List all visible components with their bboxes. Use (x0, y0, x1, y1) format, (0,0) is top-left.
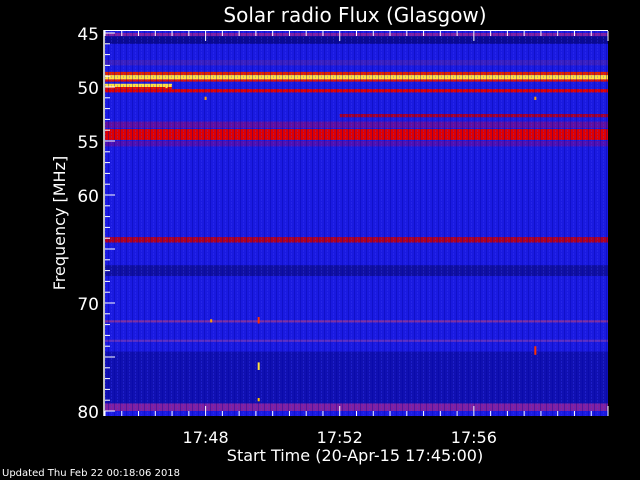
heatmap-burst (534, 96, 537, 100)
y-tick-label: 50 (77, 79, 99, 99)
y-tick-label: 80 (77, 403, 99, 423)
axes: 45 50 55 60 70 80 17:48 17:52 17:56 (77, 25, 609, 447)
updated-timestamp: Updated Thu Feb 22 00:18:06 2018 (2, 468, 181, 479)
chart-title: Solar radio Flux (Glasgow) (223, 3, 486, 27)
y-tick-label: 60 (77, 187, 99, 207)
x-tick-label: 17:56 (451, 428, 497, 447)
y-tick-label: 55 (77, 133, 99, 153)
x-axis-label: Start Time (20-Apr-15 17:45:00) (227, 446, 483, 465)
heatmap-burst (165, 84, 168, 89)
heatmap-burst (257, 398, 260, 402)
heatmap-burst (257, 362, 260, 370)
x-tick-label: 17:48 (183, 428, 229, 447)
y-axis-label: Frequency [MHz] (50, 156, 69, 290)
plot-area (105, 30, 608, 416)
heatmap-burst (257, 317, 260, 324)
heatmap-burst (204, 96, 207, 100)
heatmap-burst (210, 319, 213, 323)
heatmap-noise (105, 30, 608, 416)
x-tick-label: 17:52 (317, 428, 363, 447)
y-tick-label: 45 (77, 25, 99, 45)
y-tick-label: 70 (77, 295, 99, 315)
heatmap-burst (534, 346, 537, 355)
